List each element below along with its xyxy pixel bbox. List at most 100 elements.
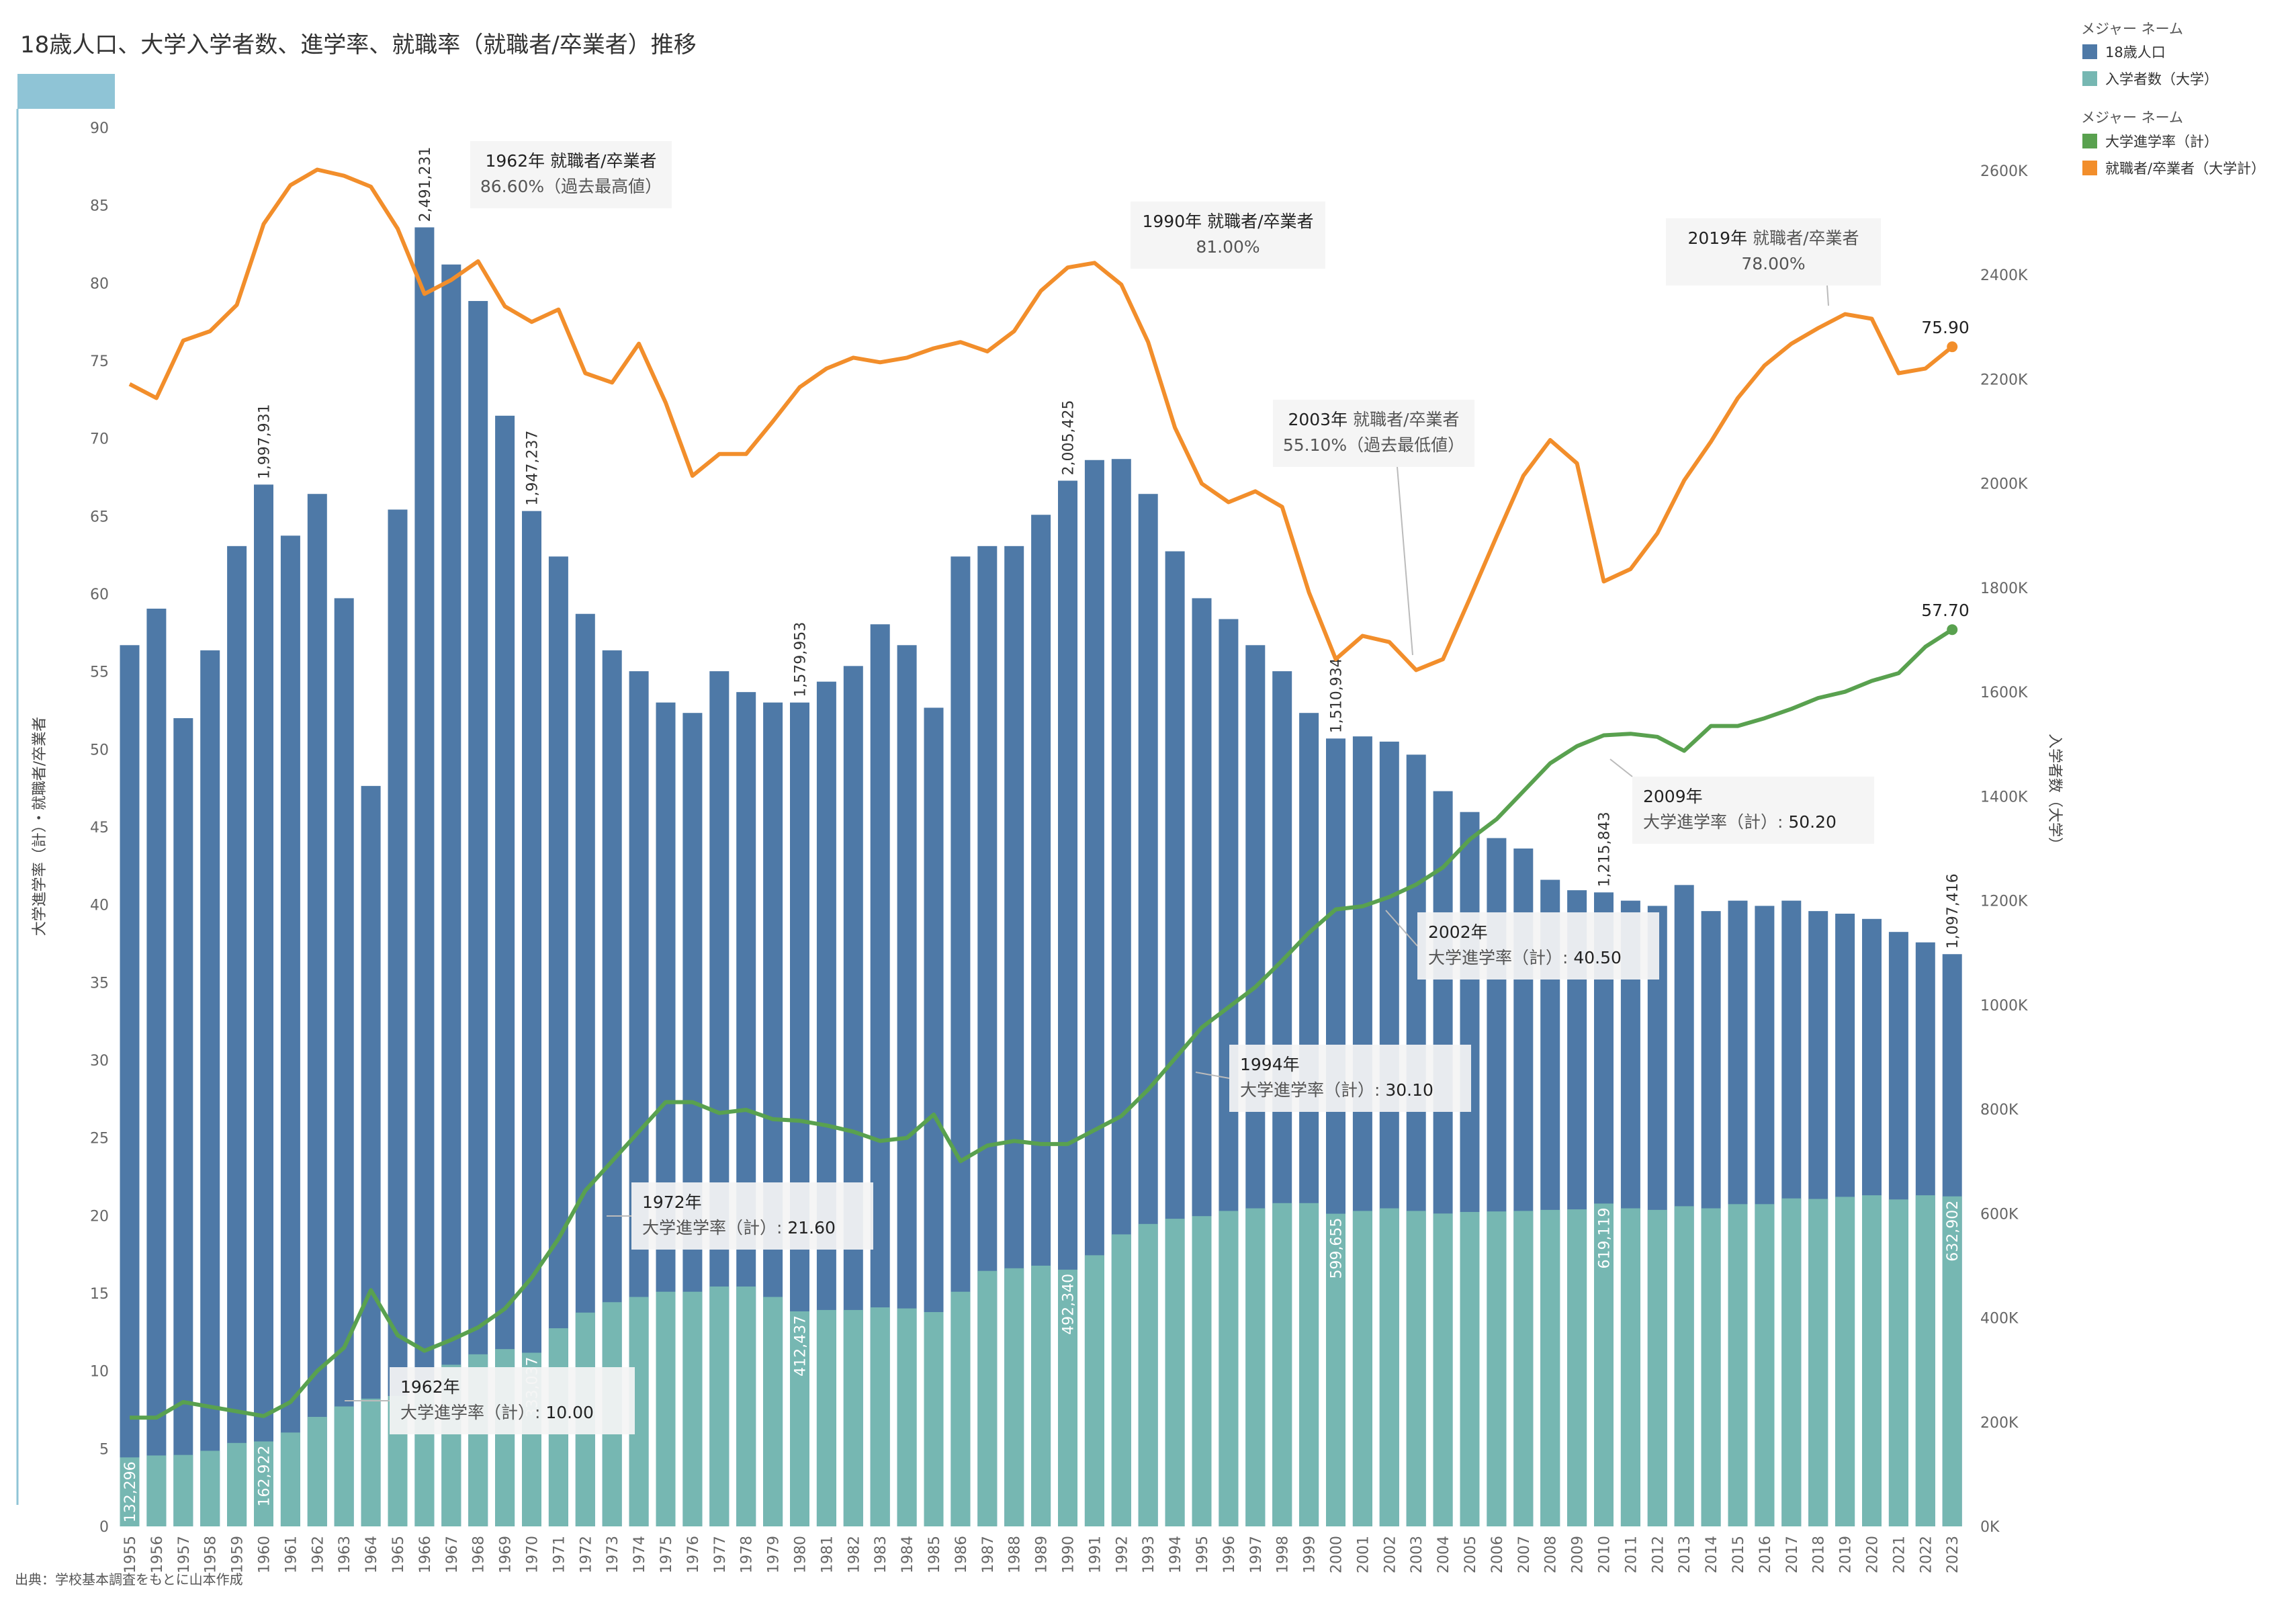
legend-label-employment[interactable]: 就職者/卒業者（大学計） <box>2105 161 2265 177</box>
bar-enrollment-1958[interactable] <box>200 1450 220 1526</box>
bar-enrollment-2020[interactable] <box>1862 1195 1882 1526</box>
bar-enrollment-1999[interactable] <box>1299 1203 1319 1526</box>
bar-enrollment-1997[interactable] <box>1245 1208 1266 1526</box>
annotation-1990[interactable]: 1990年 就職者/卒業者 81.00% <box>1131 202 1325 269</box>
bar-enrollment-2019[interactable] <box>1835 1197 1855 1526</box>
bar-enrollment-1960[interactable] <box>254 1441 273 1526</box>
bar-enrollment-1980[interactable] <box>790 1311 809 1526</box>
bar-population-1960[interactable] <box>254 484 273 1527</box>
legend-swatch-rate[interactable] <box>2082 134 2097 148</box>
bar-population-1966[interactable] <box>414 227 435 1526</box>
end-point-employment[interactable] <box>1947 341 1958 353</box>
bar-enrollment-2002[interactable] <box>1379 1208 1399 1526</box>
bar-enrollment-1979[interactable] <box>763 1297 783 1526</box>
bar-enrollment-1984[interactable] <box>897 1308 917 1526</box>
bar-enrollment-2013[interactable] <box>1674 1206 1694 1526</box>
end-point-rate[interactable] <box>1947 624 1958 636</box>
bar-population-1957[interactable] <box>173 718 193 1526</box>
bar-population-1965[interactable] <box>388 509 408 1527</box>
bar-enrollment-1978[interactable] <box>736 1286 756 1526</box>
bar-enrollment-2014[interactable] <box>1701 1208 1721 1526</box>
annotation-1962[interactable]: 1962年 就職者/卒業者 86.60%（過去最高値） <box>470 141 672 208</box>
bar-enrollment-1995[interactable] <box>1192 1216 1212 1526</box>
bar-enrollment-2005[interactable] <box>1460 1211 1480 1526</box>
bar-enrollment-1987[interactable] <box>977 1270 998 1526</box>
annotation-2019[interactable]: 2019年 就職者/卒業者 78.00% <box>1666 218 1881 286</box>
annotation-2003[interactable]: 2003年 就職者/卒業者 55.10%（過去最低値） <box>1273 400 1474 467</box>
bar-enrollment-1992[interactable] <box>1111 1234 1131 1526</box>
bar-enrollment-1986[interactable] <box>951 1291 971 1526</box>
bar-enrollment-2011[interactable] <box>1620 1208 1640 1526</box>
bar-population-1955[interactable] <box>120 645 140 1526</box>
legend-label-rate[interactable]: 大学進学率（計） <box>2105 134 2218 150</box>
bar-label-population: 1,097,416 <box>1945 873 1961 949</box>
bar-population-1967[interactable] <box>441 264 461 1526</box>
legend-swatch-enrollment[interactable] <box>2082 71 2097 86</box>
bar-enrollment-1988[interactable] <box>1004 1268 1024 1526</box>
bar-enrollment-2000[interactable] <box>1326 1213 1345 1526</box>
bar-enrollment-2015[interactable] <box>1728 1204 1748 1526</box>
bar-enrollment-1996[interactable] <box>1219 1211 1239 1526</box>
bar-enrollment-1955[interactable] <box>120 1457 140 1526</box>
bar-enrollment-1957[interactable] <box>173 1454 193 1526</box>
bar-population-1961[interactable] <box>280 535 300 1527</box>
line-rate[interactable] <box>130 627 1953 1420</box>
annotation-leader <box>1385 910 1418 947</box>
bar-population-1963[interactable] <box>334 598 354 1526</box>
bar-enrollment-2017[interactable] <box>1781 1198 1802 1526</box>
legend-swatch-population[interactable] <box>2082 44 2097 59</box>
bar-enrollment-2018[interactable] <box>1808 1199 1828 1526</box>
bar-enrollment-2009[interactable] <box>1567 1209 1587 1526</box>
bar-enrollment-1990[interactable] <box>1058 1269 1077 1526</box>
bar-enrollment-1963[interactable] <box>334 1406 354 1526</box>
bar-enrollment-2022[interactable] <box>1915 1195 1935 1526</box>
bar-enrollment-2010[interactable] <box>1594 1203 1614 1526</box>
bar-enrollment-2012[interactable] <box>1647 1209 1667 1526</box>
bar-enrollment-2021[interactable] <box>1888 1199 1908 1526</box>
x-tick-label: 1990 <box>1061 1536 1077 1573</box>
legend-swatch-employment[interactable] <box>2082 161 2097 175</box>
bar-enrollment-2003[interactable] <box>1406 1211 1426 1526</box>
bar-enrollment-2006[interactable] <box>1487 1211 1507 1526</box>
bar-enrollment-2016[interactable] <box>1755 1204 1775 1526</box>
bar-enrollment-1977[interactable] <box>709 1286 730 1526</box>
bar-enrollment-1983[interactable] <box>870 1307 890 1526</box>
bar-enrollment-1975[interactable] <box>656 1291 676 1526</box>
bar-population-1958[interactable] <box>200 650 220 1526</box>
bar-enrollment-2008[interactable] <box>1540 1209 1560 1526</box>
line-employment[interactable] <box>128 167 1954 672</box>
bar-enrollment-1993[interactable] <box>1138 1223 1158 1526</box>
bar-label-population: 2,005,425 <box>1061 400 1077 476</box>
bar-population-1968[interactable] <box>468 301 488 1526</box>
bar-population-1959[interactable] <box>227 546 247 1526</box>
bar-enrollment-1991[interactable] <box>1084 1255 1104 1526</box>
header-tab[interactable] <box>17 74 115 109</box>
bar-population-1962[interactable] <box>307 494 327 1527</box>
bar-enrollment-2007[interactable] <box>1513 1211 1534 1526</box>
bar-enrollment-1994[interactable] <box>1165 1219 1185 1526</box>
bar-enrollment-2023[interactable] <box>1942 1196 1962 1526</box>
bar-enrollment-1962[interactable] <box>307 1417 327 1526</box>
legend-label-population[interactable]: 18歳人口 <box>2105 44 2166 60</box>
bar-enrollment-2001[interactable] <box>1352 1211 1372 1526</box>
bar-enrollment-1982[interactable] <box>843 1309 863 1526</box>
bar-enrollment-1959[interactable] <box>227 1442 247 1526</box>
bar-enrollment-2004[interactable] <box>1433 1213 1453 1526</box>
bar-enrollment-1956[interactable] <box>146 1455 167 1526</box>
bar-population-1956[interactable] <box>146 608 167 1526</box>
bar-population-1969[interactable] <box>495 415 515 1527</box>
bar-enrollment-1981[interactable] <box>816 1309 836 1526</box>
bar-enrollment-1998[interactable] <box>1272 1203 1292 1526</box>
annotation-title: 1972年 <box>642 1192 702 1212</box>
legend-label-enrollment[interactable]: 入学者数（大学） <box>2105 71 2218 87</box>
bar-enrollment-1961[interactable] <box>280 1432 300 1526</box>
bar-enrollment-1976[interactable] <box>682 1291 703 1526</box>
bar-enrollment-1964[interactable] <box>361 1398 381 1526</box>
bar-enrollment-1985[interactable] <box>924 1312 944 1526</box>
bar-enrollment-1989[interactable] <box>1031 1265 1051 1526</box>
